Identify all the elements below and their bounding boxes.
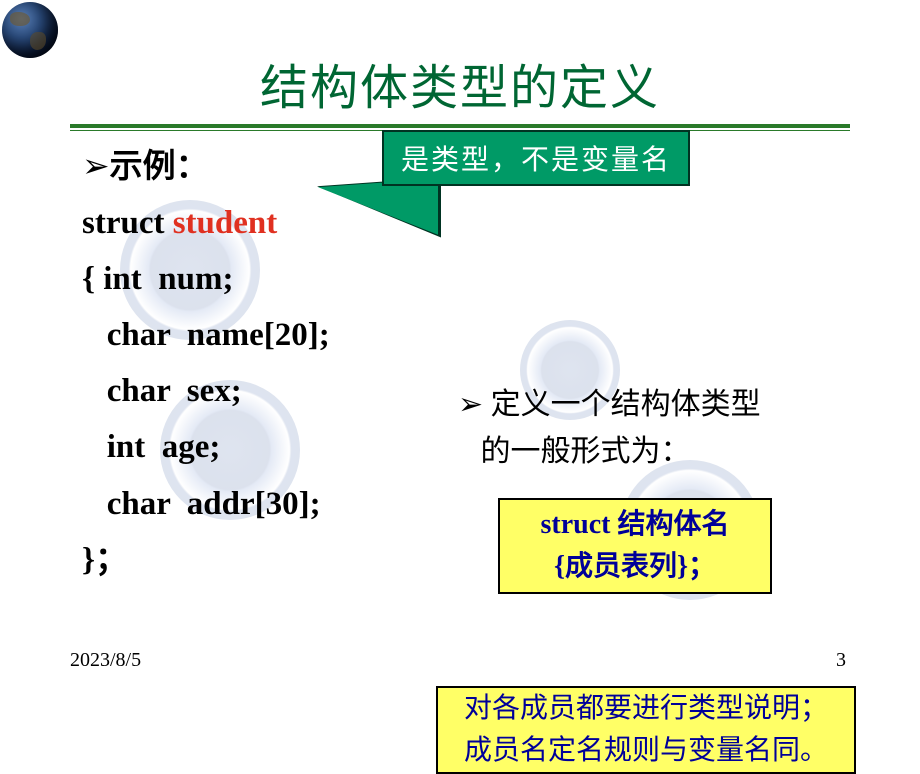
callout-text: 是类型，不是变量名 xyxy=(401,138,671,178)
code-line: struct student xyxy=(82,195,330,251)
code-line: { int num; xyxy=(82,251,330,307)
globe-icon xyxy=(2,2,58,58)
footer-date: 2023/8/5 xyxy=(70,649,141,672)
code-line: char sex; xyxy=(82,363,330,419)
page-title: 结构体类型的定义 xyxy=(0,0,920,118)
example-label: 示例： xyxy=(110,149,209,185)
syntax-line1: struct 结构体名 xyxy=(541,504,730,546)
right-bullet-line1: 定义一个结构体类型 xyxy=(491,388,761,421)
note-line2: 成员名定名规则与变量名同。 xyxy=(464,730,828,772)
syntax-box: struct 结构体名 {成员表列}； xyxy=(498,498,772,594)
bullet-arrow-icon: ➢ xyxy=(82,147,110,184)
note-line1: 对各成员都要进行类型说明； xyxy=(464,688,828,730)
callout-box: 是类型，不是变量名 xyxy=(382,130,690,186)
code-line: }； xyxy=(82,532,330,588)
code-line: char addr[30]; xyxy=(82,476,330,532)
left-column: ➢示例： struct student { int num; char name… xyxy=(82,138,330,588)
right-bullet-line2: 的一般形式为： xyxy=(481,435,691,468)
note-box: 对各成员都要进行类型说明； 成员名定名规则与变量名同。 xyxy=(436,686,856,774)
right-bullet: ➢ 定义一个结构体类型 的一般形式为： xyxy=(458,382,761,475)
code-line: char name[20]; xyxy=(82,307,330,363)
bullet-arrow-icon: ➢ xyxy=(458,388,483,421)
code-line: int age; xyxy=(82,419,330,475)
code-text: struct xyxy=(82,205,173,241)
syntax-line2: {成员表列}； xyxy=(554,546,716,588)
footer-page-number: 3 xyxy=(836,649,846,672)
code-highlight: student xyxy=(173,205,278,241)
example-heading: ➢示例： xyxy=(82,138,330,195)
